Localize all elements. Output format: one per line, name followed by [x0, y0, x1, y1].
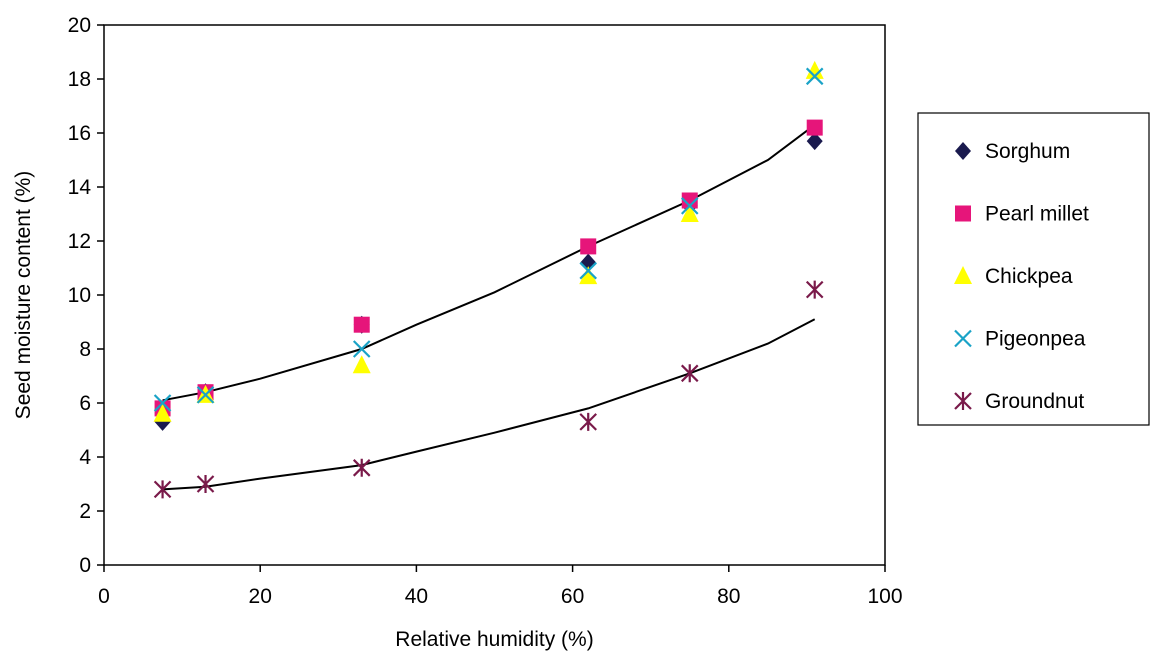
data-point: [353, 316, 370, 333]
x-tick-label: 80: [717, 585, 740, 608]
data-point: [196, 475, 215, 493]
x-tick-label: 20: [249, 585, 272, 608]
x-axis-ticks: 0 20 40 60 80 100: [98, 565, 903, 608]
data-point: [580, 238, 597, 255]
y-tick-label: 20: [68, 14, 91, 37]
x-tick-label: 0: [98, 585, 110, 608]
data-point: [153, 403, 172, 422]
legend-label: Sorghum: [985, 140, 1070, 163]
x-tick-label: 40: [405, 585, 428, 608]
data-point: [805, 280, 824, 299]
data-point: [681, 192, 698, 209]
data-point: [805, 67, 824, 86]
y-tick-label: 10: [68, 284, 91, 307]
legend-item-pearl-millet: Pearl millet: [955, 203, 1089, 226]
series-chickpea: [153, 60, 824, 422]
y-tick-label: 18: [68, 68, 91, 91]
y-axis-ticks: 0 2 4 6 8 10 12 14 16 18 20: [68, 14, 104, 577]
y-tick-label: 2: [79, 500, 91, 523]
x-tick-label: 60: [561, 585, 584, 608]
y-tick-label: 4: [79, 446, 91, 469]
data-point: [352, 340, 371, 358]
data-point: [153, 394, 172, 412]
data-point: [579, 261, 597, 280]
legend-label: Groundnut: [985, 390, 1084, 413]
x-tick-label: 100: [867, 585, 902, 608]
data-point: [352, 355, 371, 374]
data-point: [680, 364, 699, 383]
data-point: [579, 266, 598, 285]
legend-label: Chickpea: [985, 265, 1073, 288]
legend: Sorghum Pearl millet Chickpea Pigeonpea Grou…: [917, 112, 1150, 426]
y-tick-label: 16: [68, 122, 91, 145]
data-point: [352, 458, 371, 477]
data-point: [680, 204, 699, 222]
legend-marker: [954, 266, 972, 284]
trendline-1: [162, 124, 816, 402]
trendline-2: [162, 318, 816, 491]
legend-box: [917, 112, 1150, 426]
legend-item-chickpea: Chickpea: [954, 265, 1073, 288]
y-axis-title: Seed moisture content (%): [12, 171, 35, 420]
trendlines: [162, 124, 816, 491]
series-groundnut: [153, 280, 824, 499]
data-points: [153, 60, 824, 499]
legend-marker: [954, 392, 972, 410]
series-pigeonpea: [153, 67, 824, 412]
y-tick-label: 8: [79, 338, 91, 361]
y-tick-label: 0: [79, 554, 91, 577]
plot-area: [103, 24, 886, 566]
x-axis-title: Relative humidity (%): [395, 628, 593, 651]
legend-label: Pigeonpea: [985, 328, 1086, 351]
data-point: [196, 386, 215, 404]
legend-label: Pearl millet: [985, 203, 1089, 226]
legend-marker: [954, 329, 972, 348]
legend-marker: [955, 205, 971, 222]
y-tick-label: 12: [68, 230, 91, 253]
legend-marker: [955, 142, 971, 160]
y-tick-label: 6: [79, 392, 91, 415]
y-tick-label: 14: [68, 176, 92, 199]
legend-items: Sorghum Pearl millet Chickpea Pigeonpea Grou…: [954, 140, 1089, 413]
data-point: [806, 119, 823, 136]
legend-item-pigeonpea: Pigeonpea: [954, 328, 1086, 351]
legend-item-groundnut: Groundnut: [954, 390, 1084, 413]
data-point: [806, 132, 823, 151]
legend-item-sorghum: Sorghum: [955, 140, 1070, 163]
data-point: [680, 197, 699, 215]
data-point: [579, 412, 597, 431]
data-point: [805, 60, 824, 79]
data-point: [153, 480, 172, 499]
